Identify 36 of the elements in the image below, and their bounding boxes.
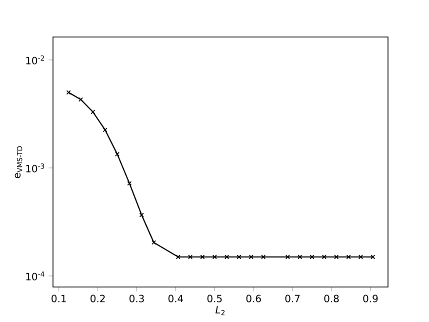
x-tick-label: 0.9 — [363, 294, 378, 302]
point — [248, 254, 254, 260]
point — [139, 212, 144, 218]
x-tick-label: 0.6 — [246, 294, 261, 302]
point — [346, 254, 351, 260]
x-tick-label: 0.5 — [207, 294, 222, 302]
point — [152, 240, 156, 245]
point — [310, 254, 314, 260]
x-tick-label: 0.1 — [52, 294, 66, 302]
point — [127, 181, 132, 186]
point — [188, 254, 193, 260]
y-tick-label: 10$^{-3}$ — [26, 163, 44, 172]
point — [358, 254, 364, 260]
point — [224, 254, 230, 260]
point — [285, 254, 290, 260]
point — [78, 97, 84, 102]
point — [298, 254, 302, 260]
y-axis-title: e$_{VMS-TD}$ — [14, 146, 22, 178]
point — [90, 110, 96, 114]
y-tick-label: 10$^{-4}$ — [26, 272, 44, 280]
x-tick-label: 0.8 — [324, 294, 339, 302]
point — [236, 254, 242, 260]
x-tick-label: 0.2 — [90, 294, 105, 302]
point — [102, 128, 108, 132]
x-tick-label: 0.4 — [168, 294, 184, 302]
y-tick-label: 10$^{-2}$ — [26, 55, 44, 64]
point — [114, 152, 120, 156]
x-tick-label: 0.3 — [129, 294, 144, 302]
point — [176, 254, 180, 260]
point — [334, 254, 339, 260]
point — [322, 254, 326, 260]
x-axis-title: L$_{2}$ — [216, 306, 225, 316]
x-tick-label: 0.7 — [285, 294, 300, 302]
point — [212, 254, 217, 260]
point — [261, 254, 266, 260]
point — [200, 254, 205, 260]
